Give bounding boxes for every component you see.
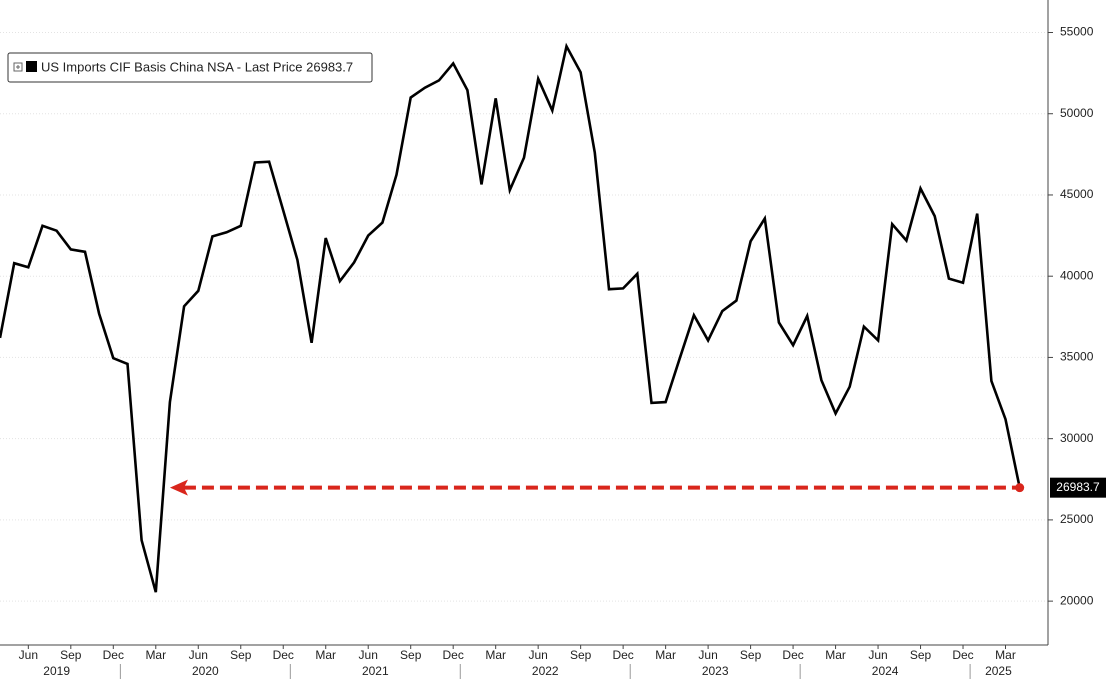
x-tick-label: Mar	[315, 648, 336, 662]
y-tick-label: 20000	[1060, 593, 1094, 607]
x-tick-label: Sep	[230, 648, 252, 662]
year-label: 2019	[43, 664, 70, 678]
legend-box	[7, 52, 373, 83]
last-price-label: 26983.7	[1056, 480, 1100, 494]
x-tick-label: Dec	[612, 648, 633, 662]
year-label: 2022	[532, 664, 559, 678]
x-tick-label: Mar	[825, 648, 846, 662]
x-tick-label: Jun	[698, 648, 717, 662]
y-tick-label: 40000	[1060, 268, 1094, 282]
annotation-arrowhead	[169, 479, 188, 496]
legend-toggle	[13, 62, 23, 72]
x-tick-label: Dec	[273, 648, 294, 662]
annotation-dot	[1015, 483, 1025, 493]
axes: 20000 25000 30000 35000 40000 45000 50000 55000…	[19, 25, 1106, 679]
y-tick-label: 55000	[1060, 25, 1094, 39]
year-label: 2025	[985, 664, 1012, 678]
x-tick-label: Mar	[655, 648, 676, 662]
x-tick-label: Dec	[952, 648, 973, 662]
x-tick-label: Jun	[528, 648, 547, 662]
x-tick-label: Dec	[103, 648, 124, 662]
x-tick-label: Dec	[443, 648, 464, 662]
x-tick-label: Mar	[485, 648, 506, 662]
plot	[0, 42, 1025, 593]
series-line	[0, 42, 1021, 593]
x-tick-label: Mar	[995, 648, 1016, 662]
last-price-tag	[1050, 477, 1106, 498]
x-tick-label: Jun	[19, 648, 38, 662]
year-label: 2024	[872, 664, 899, 678]
year-label: 2020	[192, 664, 219, 678]
x-tick-label: Sep	[400, 648, 422, 662]
x-tick-label: Dec	[782, 648, 803, 662]
grid	[0, 31, 1048, 602]
x-tick-label: Sep	[60, 648, 82, 662]
x-tick-label: Jun	[868, 648, 887, 662]
legend-label: US Imports CIF Basis China NSA - Last Pr…	[41, 59, 353, 74]
y-tick-label: 30000	[1060, 431, 1094, 445]
year-label: 2023	[702, 664, 729, 678]
x-tick-label: Mar	[145, 648, 166, 662]
x-tick-label: Sep	[910, 648, 932, 662]
legend-swatch	[26, 61, 37, 72]
x-tick-label: Sep	[740, 648, 762, 662]
y-tick-label: 45000	[1060, 187, 1094, 201]
x-tick-label: Jun	[189, 648, 208, 662]
y-tick-label: 50000	[1060, 106, 1094, 120]
year-label: 2021	[362, 664, 389, 678]
legend: US Imports CIF Basis China NSA - Last Pr…	[7, 52, 373, 83]
y-tick-label: 35000	[1060, 350, 1094, 364]
y-tick-label: 25000	[1060, 512, 1094, 526]
x-tick-label: Jun	[359, 648, 378, 662]
x-tick-label: Sep	[570, 648, 592, 662]
